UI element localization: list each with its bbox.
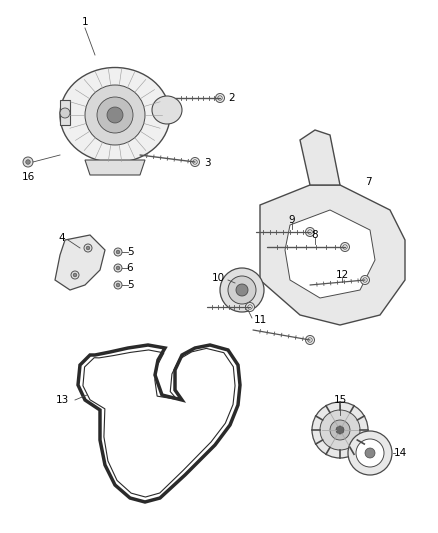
Circle shape xyxy=(365,448,375,458)
Text: 2: 2 xyxy=(229,93,235,103)
Circle shape xyxy=(336,426,344,434)
Circle shape xyxy=(107,107,123,123)
Circle shape xyxy=(236,284,248,296)
Circle shape xyxy=(312,402,368,458)
Circle shape xyxy=(85,85,145,145)
Polygon shape xyxy=(300,130,340,185)
Text: 10: 10 xyxy=(212,273,225,283)
Circle shape xyxy=(86,246,90,250)
Circle shape xyxy=(320,410,360,450)
Circle shape xyxy=(356,439,384,467)
Text: 13: 13 xyxy=(55,395,69,405)
Text: 4: 4 xyxy=(59,233,65,243)
Circle shape xyxy=(116,250,120,254)
Text: 16: 16 xyxy=(21,172,35,182)
Text: 3: 3 xyxy=(204,158,210,168)
Text: 14: 14 xyxy=(393,448,406,458)
Polygon shape xyxy=(260,185,405,325)
Text: 11: 11 xyxy=(253,315,267,325)
Circle shape xyxy=(60,108,70,118)
Text: 12: 12 xyxy=(336,270,349,280)
Circle shape xyxy=(220,268,264,312)
Circle shape xyxy=(305,335,314,344)
Circle shape xyxy=(228,276,256,304)
Circle shape xyxy=(116,266,120,270)
Circle shape xyxy=(360,276,370,285)
Text: 5: 5 xyxy=(127,247,133,257)
Circle shape xyxy=(73,273,77,277)
Polygon shape xyxy=(60,100,70,125)
Circle shape xyxy=(215,93,225,102)
Circle shape xyxy=(71,271,79,279)
Text: 1: 1 xyxy=(82,17,88,27)
Text: 5: 5 xyxy=(127,280,133,290)
Polygon shape xyxy=(285,210,375,298)
Circle shape xyxy=(26,160,30,164)
Circle shape xyxy=(305,228,314,237)
Text: 7: 7 xyxy=(365,177,371,187)
Circle shape xyxy=(114,281,122,289)
Polygon shape xyxy=(85,160,145,175)
Circle shape xyxy=(114,248,122,256)
Circle shape xyxy=(348,431,392,475)
Circle shape xyxy=(340,243,350,252)
Circle shape xyxy=(246,303,254,311)
Circle shape xyxy=(84,244,92,252)
Circle shape xyxy=(191,157,199,166)
Ellipse shape xyxy=(152,96,182,124)
Circle shape xyxy=(330,420,350,440)
Text: 6: 6 xyxy=(127,263,133,273)
Text: 15: 15 xyxy=(333,395,346,405)
Circle shape xyxy=(97,97,133,133)
Text: 8: 8 xyxy=(312,230,318,240)
Circle shape xyxy=(114,264,122,272)
Ellipse shape xyxy=(60,68,170,163)
Polygon shape xyxy=(55,235,105,290)
Text: 9: 9 xyxy=(289,215,295,225)
Circle shape xyxy=(116,283,120,287)
Circle shape xyxy=(23,157,33,167)
